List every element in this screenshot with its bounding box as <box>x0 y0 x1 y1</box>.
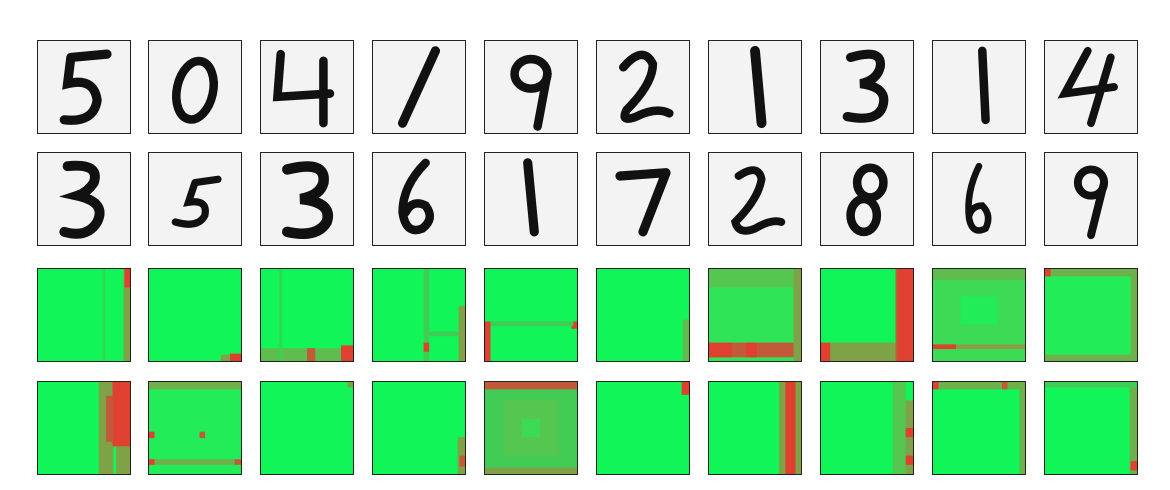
map-drawing <box>1045 269 1137 361</box>
map-drawing <box>597 269 689 361</box>
map-drawing <box>373 269 465 361</box>
digit-image <box>1044 40 1138 134</box>
digit-image <box>148 40 242 134</box>
map-drawing <box>597 382 689 474</box>
map-drawing <box>709 382 801 474</box>
attribution-map <box>37 268 131 362</box>
map-drawing <box>1045 382 1137 474</box>
attribution-map <box>372 381 466 475</box>
digit-2-drawing <box>709 153 801 245</box>
map-drawing <box>261 382 353 474</box>
digit-image <box>932 152 1026 246</box>
digit-image <box>484 40 578 134</box>
digit-image <box>596 40 690 134</box>
attribution-map <box>37 381 131 475</box>
attribution-map <box>484 381 578 475</box>
map-drawing <box>709 269 801 361</box>
digit-image <box>260 152 354 246</box>
digit-9-drawing <box>485 41 577 133</box>
attribution-map <box>260 268 354 362</box>
digit-image <box>148 152 242 246</box>
digit-3-drawing <box>261 153 353 245</box>
digit-3-drawing <box>38 153 130 245</box>
digit-image <box>1044 152 1138 246</box>
attribution-map <box>932 268 1026 362</box>
map-drawing <box>821 269 913 361</box>
digit-image <box>260 40 354 134</box>
digit-6-drawing <box>373 153 465 245</box>
map-drawing <box>38 269 130 361</box>
digit-1-drawing <box>709 41 801 133</box>
map-drawing <box>38 382 130 474</box>
attribution-map <box>708 381 802 475</box>
attribution-map <box>148 381 242 475</box>
attribution-map <box>372 268 466 362</box>
digit-image <box>820 40 914 134</box>
attribution-map <box>148 268 242 362</box>
digit-2-drawing <box>597 41 689 133</box>
map-drawing <box>485 269 577 361</box>
digit-5-drawing <box>38 41 130 133</box>
attribution-map <box>596 381 690 475</box>
digit-image <box>708 152 802 246</box>
digit-4-drawing <box>261 41 353 133</box>
map-drawing <box>149 382 241 474</box>
digit-image <box>37 40 131 134</box>
digit-image <box>37 152 131 246</box>
map-drawing <box>373 382 465 474</box>
digit-1-drawing <box>485 153 577 245</box>
digit-7-drawing <box>597 153 689 245</box>
digit-image <box>372 40 466 134</box>
map-drawing <box>821 382 913 474</box>
attribution-map <box>820 268 914 362</box>
digit-image <box>484 152 578 246</box>
digit-image <box>372 152 466 246</box>
digit-6-drawing <box>933 153 1025 245</box>
attribution-map <box>260 381 354 475</box>
attribution-map <box>820 381 914 475</box>
digit-8-drawing <box>821 153 913 245</box>
digit-image <box>820 152 914 246</box>
attribution-map <box>1044 381 1138 475</box>
digit-3-drawing <box>821 41 913 133</box>
digit-4-drawing <box>1045 41 1137 133</box>
digit-image <box>708 40 802 134</box>
digit-image <box>596 152 690 246</box>
map-drawing <box>933 382 1025 474</box>
map-drawing <box>485 382 577 474</box>
digit-5-drawing <box>149 153 241 245</box>
map-drawing <box>933 269 1025 361</box>
attribution-map <box>1044 268 1138 362</box>
map-drawing <box>149 269 241 361</box>
digit-1-drawing <box>373 41 465 133</box>
digit-image <box>932 40 1026 134</box>
attribution-map <box>932 381 1026 475</box>
map-drawing <box>261 269 353 361</box>
digit-9-drawing <box>1045 153 1137 245</box>
digit-1-drawing <box>933 41 1025 133</box>
attribution-map <box>596 268 690 362</box>
attribution-map <box>708 268 802 362</box>
attribution-map <box>484 268 578 362</box>
digit-0-drawing <box>149 41 241 133</box>
